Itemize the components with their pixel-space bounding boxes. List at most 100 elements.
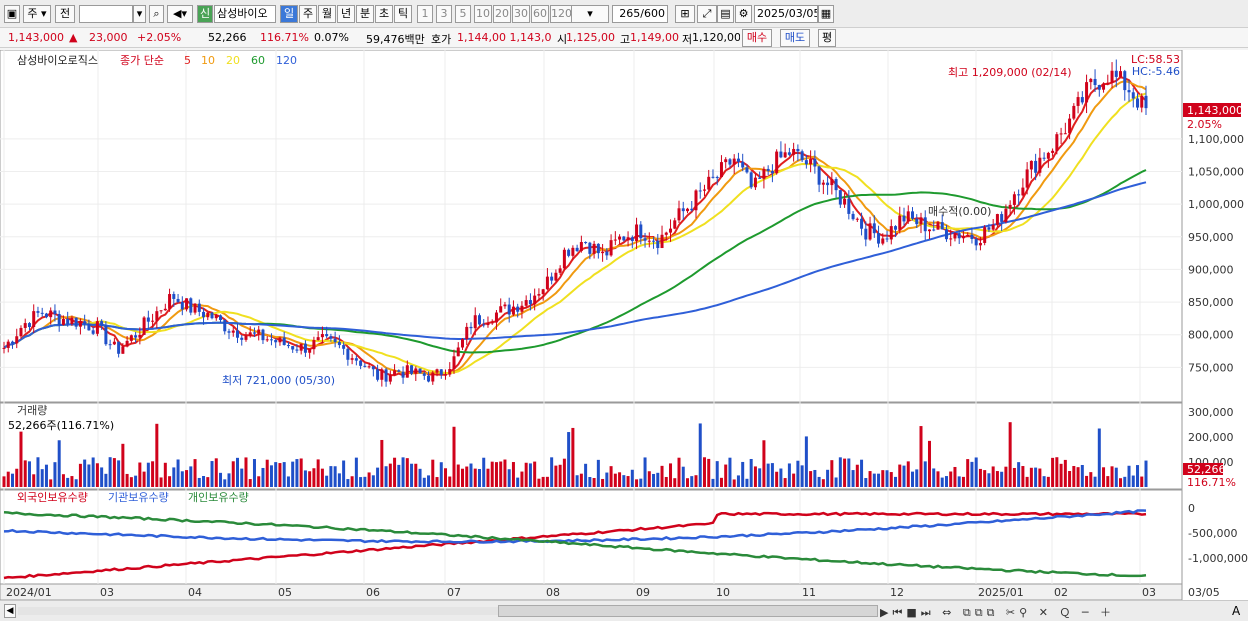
candle-body — [27, 323, 31, 328]
interval-tab-30[interactable]: 30 — [512, 5, 530, 23]
candle-body — [533, 295, 537, 305]
period-tab-2[interactable]: 월 — [318, 5, 336, 23]
candle-body — [923, 217, 927, 232]
interval-tab-120[interactable]: 120 — [550, 5, 572, 23]
sell-button[interactable]: 매도 — [780, 29, 810, 47]
interval-tab-60[interactable]: 60 — [531, 5, 549, 23]
interval-select[interactable]: ▾ — [571, 5, 609, 23]
volume-bar — [821, 479, 825, 487]
volume-bar — [252, 459, 256, 487]
candle-body — [1000, 214, 1004, 222]
candle-body — [248, 332, 252, 336]
interval-tab-10[interactable]: 10 — [474, 5, 492, 23]
volume-bar — [1089, 472, 1093, 487]
candle-body — [524, 300, 528, 306]
candle-body — [898, 215, 902, 230]
period-tab-6[interactable]: 틱 — [394, 5, 412, 23]
chart-tool-icon[interactable]: ⊞ — [675, 5, 695, 23]
candle-body — [1012, 194, 1016, 205]
playback-controls[interactable]: ▶⏮■⏭ ⇔ ⧉⧉⧉ ✂⚲ ✕ Ｑ ─ ＋ — [880, 606, 1116, 619]
interval-tab-20[interactable]: 20 — [493, 5, 511, 23]
stock-name-field[interactable]: 삼성바이오 — [214, 5, 276, 23]
interval-tab-5[interactable]: 5 — [455, 5, 471, 23]
save-icon[interactable]: ▤ — [717, 5, 734, 23]
text-tool-icon[interactable]: A — [1232, 604, 1241, 618]
volume-bar — [427, 475, 431, 487]
date-field[interactable]: 2025/03/05 — [754, 5, 818, 23]
candle-body — [1097, 85, 1101, 90]
market-select[interactable]: 주 ▾ — [23, 5, 51, 23]
candle-body — [1068, 118, 1072, 134]
prev-button[interactable]: 전 — [55, 5, 75, 23]
volume-bar — [329, 466, 333, 487]
volume-bar — [524, 462, 528, 487]
candle-body — [494, 312, 498, 323]
avg-button[interactable]: 평 — [818, 29, 836, 47]
candle-body — [787, 152, 791, 155]
candle-body — [490, 322, 494, 324]
volume-bar — [605, 472, 609, 487]
volume-bar — [609, 466, 613, 487]
quote-bar: 1,143,000 ▲ 23,000 +2.05% 52,266 116.71%… — [0, 28, 1248, 48]
candle-body — [1089, 78, 1093, 83]
candle-body — [410, 365, 414, 374]
candle-body — [397, 370, 401, 372]
buy-button[interactable]: 매수 — [742, 29, 772, 47]
holding-legend-1: 기관보유수량 — [108, 491, 169, 504]
period-tab-1[interactable]: 주 — [299, 5, 317, 23]
volume-bar — [626, 476, 630, 487]
candle-body — [269, 339, 273, 341]
candle-body — [1004, 208, 1008, 222]
candle-body — [579, 242, 583, 252]
candle-body — [813, 158, 817, 167]
interval-tab-1[interactable]: 1 — [417, 5, 433, 23]
chart-area[interactable]: 750,000 800,000 850,000 900,000 950,000 1,000… — [0, 49, 1248, 601]
candle-body — [978, 242, 982, 246]
chevron-down-icon[interactable]: ▾ — [133, 5, 146, 23]
candle-body — [380, 369, 384, 380]
candle-body — [966, 234, 970, 237]
chart-svg[interactable]: 750,000 800,000 850,000 900,000 950,000 1,000… — [0, 49, 1248, 601]
period-tab-3[interactable]: 년 — [337, 5, 355, 23]
volume-bar — [172, 467, 176, 487]
x-tick: 03 — [100, 586, 114, 599]
candle-body — [957, 233, 961, 239]
volume-bar — [677, 457, 681, 487]
scroll-track[interactable] — [18, 607, 878, 615]
calendar-icon[interactable]: ▦ — [818, 5, 834, 23]
period-tab-0[interactable]: 일 — [280, 5, 298, 23]
speaker-icon[interactable]: ◀▾ — [167, 5, 193, 23]
candle-body — [240, 337, 244, 340]
volume-bar — [32, 474, 36, 487]
price-change: 23,000 — [89, 31, 128, 44]
candle-body — [418, 368, 422, 374]
high-price: 1,149,00 — [630, 31, 679, 44]
candle-body — [40, 312, 44, 314]
draw-tool-icon[interactable]: ⤢ — [697, 5, 717, 23]
volume-bar — [286, 476, 290, 487]
candle-body — [609, 240, 613, 256]
candle-body — [333, 338, 337, 342]
x-tick: 12 — [890, 586, 904, 599]
search-icon[interactable]: ⌕ — [149, 5, 164, 23]
count-field[interactable]: 265/600 — [612, 5, 668, 23]
scroll-thumb[interactable] — [498, 605, 878, 617]
candle-body — [1038, 157, 1042, 173]
volume-bar — [397, 464, 401, 487]
scroll-left-icon[interactable]: ◀ — [4, 604, 16, 618]
candle-body — [78, 321, 82, 327]
window-icon[interactable]: ▣ — [4, 5, 20, 23]
volume-bar — [223, 479, 227, 487]
interval-tab-3[interactable]: 3 — [436, 5, 452, 23]
period-tab-4[interactable]: 분 — [356, 5, 374, 23]
code-input[interactable]: 207940 — [79, 5, 133, 23]
candle-body — [885, 238, 889, 240]
volume-bar — [346, 479, 350, 487]
volume-bar — [359, 477, 363, 487]
gear-icon[interactable]: ⚙ — [735, 5, 752, 23]
period-tab-5[interactable]: 초 — [375, 5, 393, 23]
volume-bar — [898, 464, 902, 487]
candle-body — [690, 208, 694, 211]
candle-body — [562, 249, 566, 269]
volume-bar — [753, 466, 757, 487]
